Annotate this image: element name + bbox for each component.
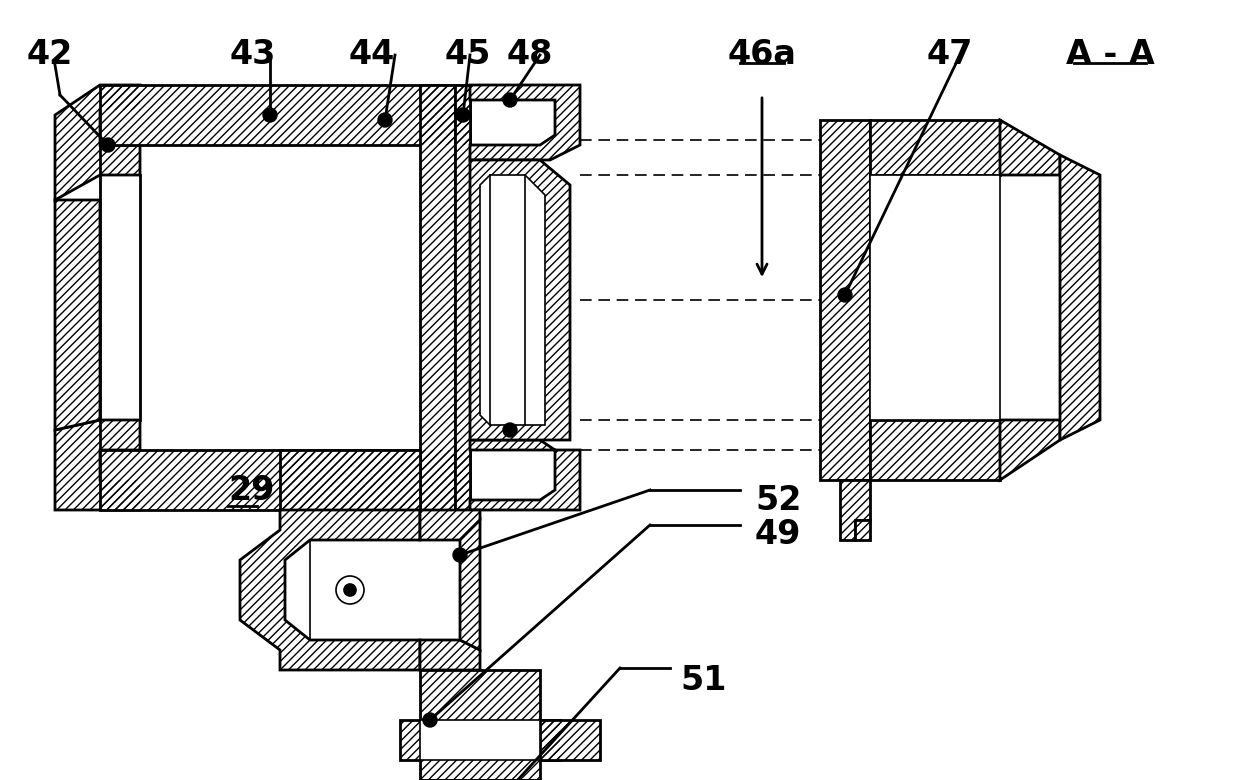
Circle shape — [422, 713, 437, 727]
Polygon shape — [420, 640, 479, 670]
Polygon shape — [470, 160, 570, 440]
Text: 48: 48 — [507, 38, 553, 71]
Text: 47: 47 — [927, 38, 973, 71]
Text: 46a: 46a — [727, 38, 797, 71]
Polygon shape — [55, 200, 100, 430]
Polygon shape — [820, 120, 870, 480]
Text: 51: 51 — [680, 664, 726, 697]
Circle shape — [503, 93, 517, 107]
Polygon shape — [870, 120, 1000, 175]
Polygon shape — [460, 520, 479, 650]
Polygon shape — [240, 510, 420, 670]
Text: 45: 45 — [445, 38, 491, 71]
Circle shape — [344, 584, 356, 596]
Text: 44: 44 — [349, 38, 395, 71]
Polygon shape — [1061, 155, 1100, 440]
Circle shape — [503, 423, 517, 437]
Text: 52: 52 — [755, 484, 802, 516]
Text: 49: 49 — [755, 519, 802, 551]
Polygon shape — [420, 85, 455, 510]
Polygon shape — [55, 420, 140, 510]
Polygon shape — [1000, 120, 1061, 175]
Circle shape — [102, 138, 115, 152]
Circle shape — [263, 108, 278, 122]
Polygon shape — [100, 85, 470, 145]
Polygon shape — [470, 440, 580, 510]
Polygon shape — [540, 720, 600, 760]
Polygon shape — [479, 175, 545, 425]
Polygon shape — [840, 480, 870, 540]
Polygon shape — [470, 85, 580, 160]
Polygon shape — [870, 420, 1000, 480]
Polygon shape — [855, 520, 870, 540]
Text: 43: 43 — [229, 38, 276, 71]
Circle shape — [453, 548, 467, 562]
Circle shape — [456, 108, 470, 122]
Polygon shape — [420, 510, 479, 540]
Polygon shape — [400, 670, 560, 780]
Polygon shape — [55, 85, 140, 200]
Polygon shape — [455, 85, 470, 510]
Polygon shape — [100, 450, 470, 510]
Bar — [870, 175, 1000, 420]
Circle shape — [378, 113, 392, 127]
Text: 42: 42 — [27, 38, 73, 71]
Polygon shape — [1000, 420, 1061, 480]
Text: 29: 29 — [228, 473, 274, 506]
Bar — [420, 720, 540, 760]
Polygon shape — [280, 450, 420, 510]
Circle shape — [838, 288, 852, 302]
Text: A - A: A - A — [1066, 38, 1155, 71]
Circle shape — [336, 576, 364, 604]
